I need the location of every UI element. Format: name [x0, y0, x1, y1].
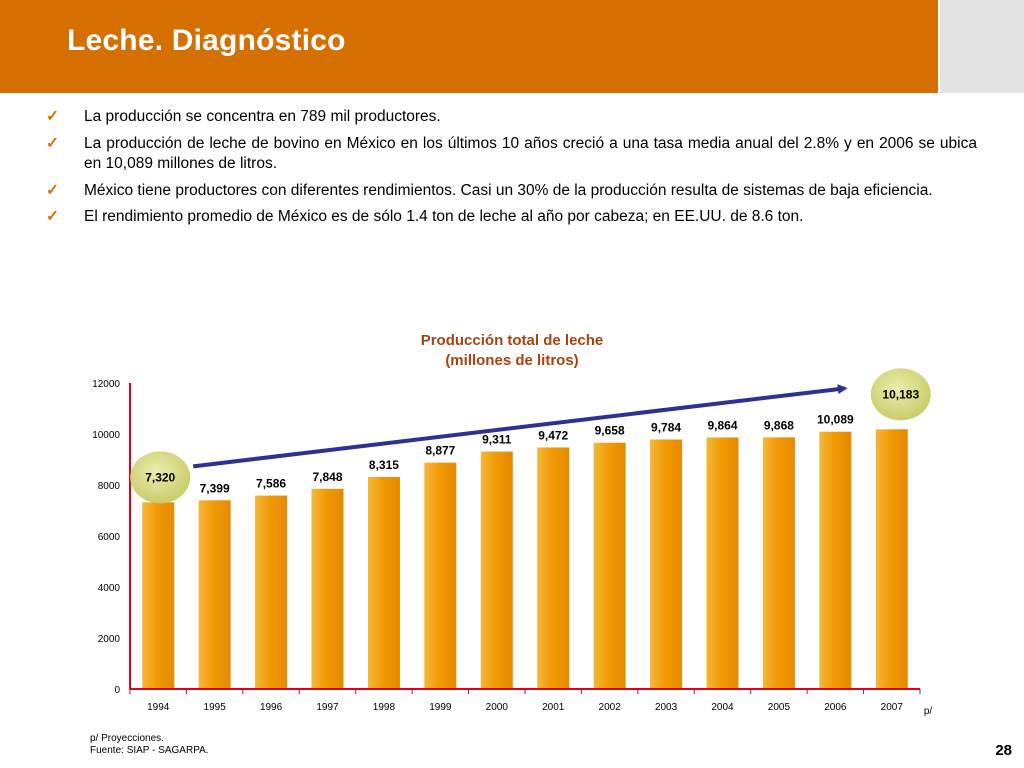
x-tick-label-1997: 1997: [316, 702, 339, 713]
bar-2004: [706, 437, 739, 689]
header-bar: [0, 0, 938, 93]
y-tick-label-0: 0: [114, 685, 120, 696]
bar-2003: [650, 439, 683, 689]
data-label-2000: 9,311: [482, 433, 512, 447]
checkmark-icon: ✓: [46, 108, 59, 125]
bullet-item: ✓ México tiene productores con diferentes…: [46, 181, 977, 202]
x-tick-label-1996: 1996: [260, 702, 283, 713]
data-label-1995: 7,399: [200, 481, 230, 495]
data-label-2007: 10,183: [882, 387, 919, 401]
y-tick-label-4000: 4000: [98, 583, 121, 594]
bar-2002: [593, 442, 626, 689]
header-side-panel: [940, 0, 1024, 93]
x-tick-label-2002: 2002: [599, 702, 622, 713]
data-label-2006: 10,089: [817, 413, 854, 427]
bar-1997: [311, 488, 344, 689]
footnote: p/ Proyecciones. Fuente: SIAP - SAGARPA.: [90, 733, 209, 757]
x-tick-label-2003: 2003: [655, 702, 678, 713]
data-label-2004: 9,864: [707, 418, 737, 432]
y-tick-label-2000: 2000: [98, 634, 121, 645]
bullet-item: ✓ El rendimiento promedio de México es de…: [46, 207, 977, 228]
bullet-list: ✓ La producción se concentra en 789 mil p…: [46, 107, 977, 234]
bar-1994: [142, 502, 175, 689]
bar-2005: [762, 437, 795, 689]
bar-2006: [819, 431, 852, 689]
footnote-source: Fuente: SIAP - SAGARPA.: [90, 745, 209, 756]
bar-2001: [537, 447, 570, 689]
x-tick-label-2007: 2007: [881, 702, 904, 713]
x-tick-label-2000: 2000: [486, 702, 509, 713]
data-label-2005: 9,868: [764, 418, 794, 432]
data-label-2001: 9,472: [538, 428, 568, 442]
x-tick-label-2006: 2006: [824, 702, 847, 713]
data-label-1994: 7,320: [145, 470, 175, 484]
checkmark-icon: ✓: [46, 134, 59, 152]
x-tick-label-1999: 1999: [429, 702, 452, 713]
checkmark-icon: ✓: [46, 208, 59, 225]
data-label-2002: 9,658: [595, 424, 625, 438]
x-tick-label-2001: 2001: [542, 702, 565, 713]
x-tick-label-2005: 2005: [768, 702, 791, 713]
highlight-circle-2007: [870, 368, 931, 421]
x-axis-suffix: p/: [924, 706, 933, 717]
data-label-2003: 9,784: [651, 421, 681, 435]
data-label-1998: 8,315: [369, 458, 399, 472]
trend-arrow: [192, 384, 848, 469]
bar-1995: [198, 500, 231, 689]
chart-title: Producción total de leche (millones de l…: [362, 331, 662, 371]
x-tick-label-1998: 1998: [373, 702, 396, 713]
data-label-1997: 7,848: [312, 470, 342, 484]
bullet-item: ✓ La producción se concentra en 789 mil p…: [46, 107, 977, 128]
data-label-1996: 7,586: [256, 477, 286, 491]
bar-1999: [424, 462, 457, 689]
x-tick-label-2004: 2004: [711, 702, 734, 713]
highlight-circle-1994: [130, 451, 191, 504]
y-tick-label-6000: 6000: [98, 532, 121, 543]
bar-1996: [255, 495, 288, 689]
y-tick-label-10000: 10000: [92, 430, 120, 441]
page-number: 28: [995, 742, 1012, 759]
footnote-projections: p/ Proyecciones.: [90, 733, 164, 744]
page-title: Leche. Diagnóstico: [67, 24, 346, 57]
chart-title-line-1: Producción total de leche: [420, 332, 604, 349]
bullet-item: ✓ La producción de leche de bovino en Méx…: [46, 134, 977, 173]
x-tick-label-1994: 1994: [147, 702, 170, 713]
y-tick-label-12000: 12000: [92, 379, 120, 390]
x-tick-label-1995: 1995: [204, 702, 227, 713]
bar-2000: [480, 451, 513, 689]
bar-2007: [875, 429, 908, 689]
y-tick-label-8000: 8000: [98, 481, 121, 492]
chart-title-line-2: (millones de litros): [445, 352, 579, 369]
checkmark-icon: ✓: [46, 181, 59, 199]
data-label-1999: 8,877: [425, 444, 455, 458]
bar-1998: [367, 476, 400, 689]
